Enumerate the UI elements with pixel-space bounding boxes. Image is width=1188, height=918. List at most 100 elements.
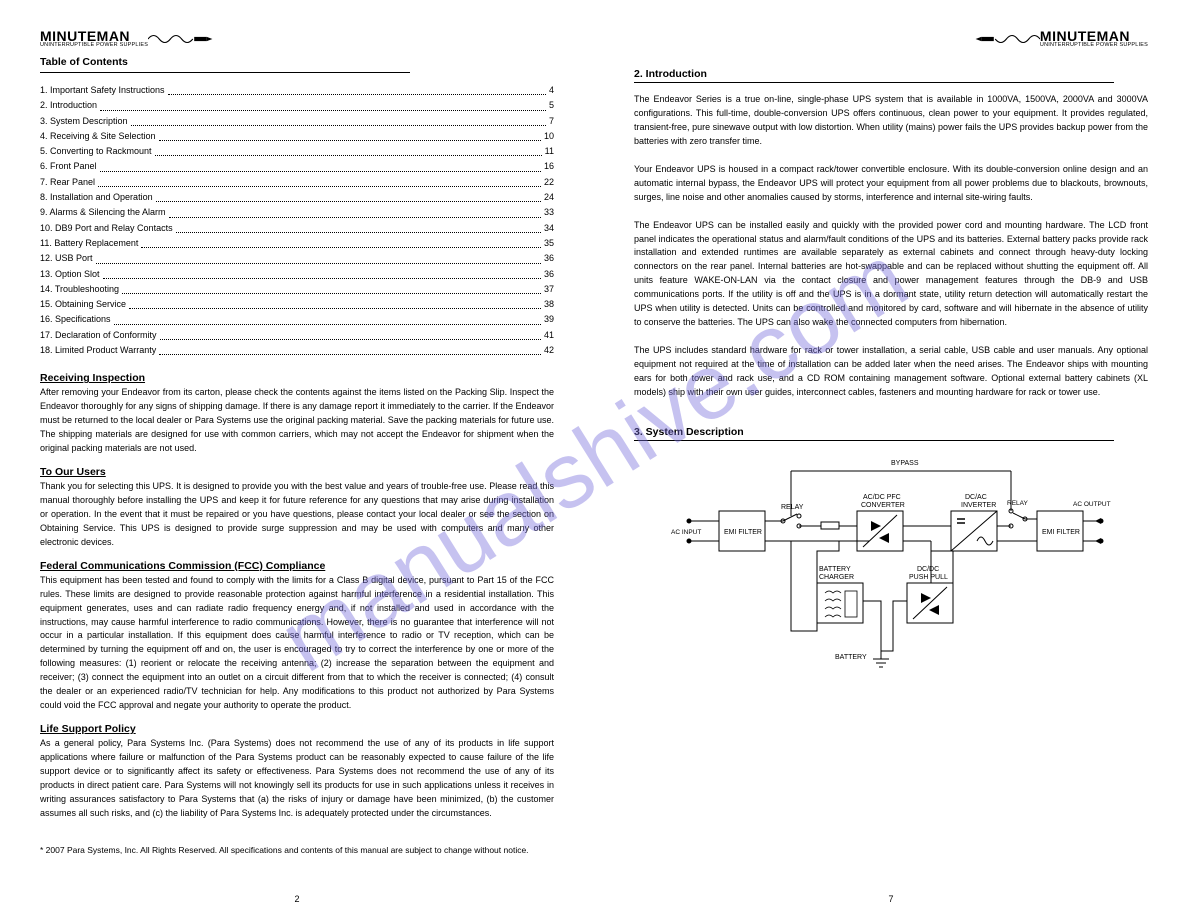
toc-dots — [155, 144, 542, 156]
toc-page: 37 — [544, 282, 554, 297]
svg-text:PUSH PULL: PUSH PULL — [909, 574, 948, 581]
toc-line: 18. Limited Product Warranty 42 — [40, 343, 554, 358]
toc-line: 5. Converting to Rackmount11 — [40, 144, 554, 159]
toc-dots — [159, 343, 541, 355]
toc-underline — [40, 72, 410, 73]
toc-line: 15. Obtaining Service38 — [40, 297, 554, 312]
toc-page: 36 — [544, 267, 554, 282]
toc-line: 3. System Description 7 — [40, 114, 554, 129]
toc-page: 5 — [549, 98, 554, 113]
toc-page: 34 — [544, 221, 554, 236]
toc-page: 36 — [544, 251, 554, 266]
toc-dots — [141, 236, 541, 248]
toc-label: 13. Option Slot — [40, 267, 100, 282]
toc-line: 2. Introduction 5 — [40, 98, 554, 113]
toc-dots — [160, 328, 541, 340]
toc-line: 13. Option Slot 36 — [40, 267, 554, 282]
toc-line: 9. Alarms & Silencing the Alarm 33 — [40, 205, 554, 220]
page-num-right: 7 — [594, 894, 1188, 904]
svg-text:INVERTER: INVERTER — [961, 502, 996, 509]
toc-label: 6. Front Panel — [40, 159, 97, 174]
logo-main-r: MINUTEMAN — [1040, 29, 1148, 43]
toc-label: 11. Battery Replacement — [40, 236, 138, 251]
logo-right: MINUTEMAN UNINTERRUPTIBLE POWER SUPPLIES — [634, 28, 1148, 50]
toc-dots — [122, 282, 541, 294]
toc-page: 42 — [544, 343, 554, 358]
toc-dots — [129, 297, 541, 309]
wave-icon-right — [970, 31, 1040, 47]
toc-line: 14. Troubleshooting37 — [40, 282, 554, 297]
toc-dots — [159, 129, 541, 141]
toc-label: 2. Introduction — [40, 98, 97, 113]
page-num-left: 2 — [0, 894, 594, 904]
toc-line: 7. Rear Panel22 — [40, 175, 554, 190]
block-diagram: BYPASS AC INPUT EMI FILTER RELAY — [671, 451, 1111, 681]
toc-page: 10 — [544, 129, 554, 144]
toc-label: 5. Converting to Rackmount — [40, 144, 152, 159]
toc-page: 33 — [544, 205, 554, 220]
diag-hr — [634, 440, 1114, 441]
toc-page: 41 — [544, 328, 554, 343]
toc-dots — [168, 83, 546, 95]
star-note: * 2007 Para Systems, Inc. All Rights Res… — [40, 845, 554, 857]
intro-p4: The UPS includes standard hardware for r… — [634, 344, 1148, 400]
toc-label: 9. Alarms & Silencing the Alarm — [40, 205, 166, 220]
toc-line: 4. Receiving & Site Selection 10 — [40, 129, 554, 144]
toc-page: 16 — [544, 159, 554, 174]
logo-sub: UNINTERRUPTIBLE POWER SUPPLIES — [40, 43, 148, 49]
toc-dots — [156, 190, 541, 202]
intro-p3: The Endeavor UPS can be installed easily… — [634, 219, 1148, 331]
receiving-body: After removing your Endeavor from its ca… — [40, 386, 554, 456]
toc-label: 10. DB9 Port and Relay Contacts — [40, 221, 173, 236]
toc-line: 11. Battery Replacement35 — [40, 236, 554, 251]
toc-dots — [96, 251, 541, 263]
toc-dots — [114, 312, 541, 324]
svg-text:CHARGER: CHARGER — [819, 574, 854, 581]
svg-text:AC OUTPUT: AC OUTPUT — [1073, 501, 1111, 508]
wave-icon — [148, 31, 218, 47]
fcc-title: Federal Communications Commission (FCC) … — [40, 560, 554, 572]
logo-left: MINUTEMAN UNINTERRUPTIBLE POWER SUPPLIES — [40, 28, 554, 50]
toc-container: 1. Important Safety Instructions42. Intr… — [40, 83, 554, 358]
svg-text:EMI FILTER: EMI FILTER — [724, 529, 762, 536]
toc-dots — [100, 98, 546, 110]
fcc-body: This equipment has been tested and found… — [40, 574, 554, 713]
life-body: As a general policy, Para Systems Inc. (… — [40, 737, 554, 821]
note-title: To Our Users — [40, 466, 554, 478]
toc-line: 16. Specifications39 — [40, 312, 554, 327]
svg-text:RELAY: RELAY — [781, 504, 804, 511]
svg-text:BATTERY: BATTERY — [835, 654, 867, 661]
toc-line: 1. Important Safety Instructions4 — [40, 83, 554, 98]
toc-line: 10. DB9 Port and Relay Contacts 34 — [40, 221, 554, 236]
svg-text:CONVERTER: CONVERTER — [861, 502, 905, 509]
toc-label: 8. Installation and Operation — [40, 190, 153, 205]
toc-line: 8. Installation and Operation24 — [40, 190, 554, 205]
toc-page: 4 — [549, 83, 554, 98]
intro-title: 2. Introduction — [634, 68, 1148, 80]
page-left: MINUTEMAN UNINTERRUPTIBLE POWER SUPPLIES… — [0, 0, 594, 918]
svg-text:DC/AC: DC/AC — [965, 494, 987, 501]
toc-line: 6. Front Panel 16 — [40, 159, 554, 174]
diag-title: 3. System Description — [634, 426, 1148, 438]
note-body: Thank you for selecting this UPS. It is … — [40, 480, 554, 550]
life-title: Life Support Policy — [40, 723, 554, 735]
toc-label: 12. USB Port — [40, 251, 93, 266]
toc-title: Table of Contents — [40, 56, 554, 68]
svg-text:AC/DC PFC: AC/DC PFC — [863, 494, 901, 501]
svg-text:AC INPUT: AC INPUT — [671, 529, 701, 536]
receiving-title: Receiving Inspection — [40, 372, 554, 384]
page-right: MINUTEMAN UNINTERRUPTIBLE POWER SUPPLIES… — [594, 0, 1188, 918]
intro-p2: Your Endeavor UPS is housed in a compact… — [634, 163, 1148, 205]
toc-label: 3. System Description — [40, 114, 128, 129]
toc-label: 4. Receiving & Site Selection — [40, 129, 156, 144]
toc-line: 12. USB Port 36 — [40, 251, 554, 266]
toc-label: 18. Limited Product Warranty — [40, 343, 156, 358]
intro-p1: The Endeavor Series is a true on-line, s… — [634, 93, 1148, 149]
svg-text:BYPASS: BYPASS — [891, 460, 919, 467]
toc-dots — [103, 267, 541, 279]
logo-sub-r: UNINTERRUPTIBLE POWER SUPPLIES — [1040, 43, 1148, 49]
toc-page: 7 — [549, 114, 554, 129]
toc-dots — [100, 159, 541, 171]
toc-page: 38 — [544, 297, 554, 312]
toc-label: 7. Rear Panel — [40, 175, 95, 190]
